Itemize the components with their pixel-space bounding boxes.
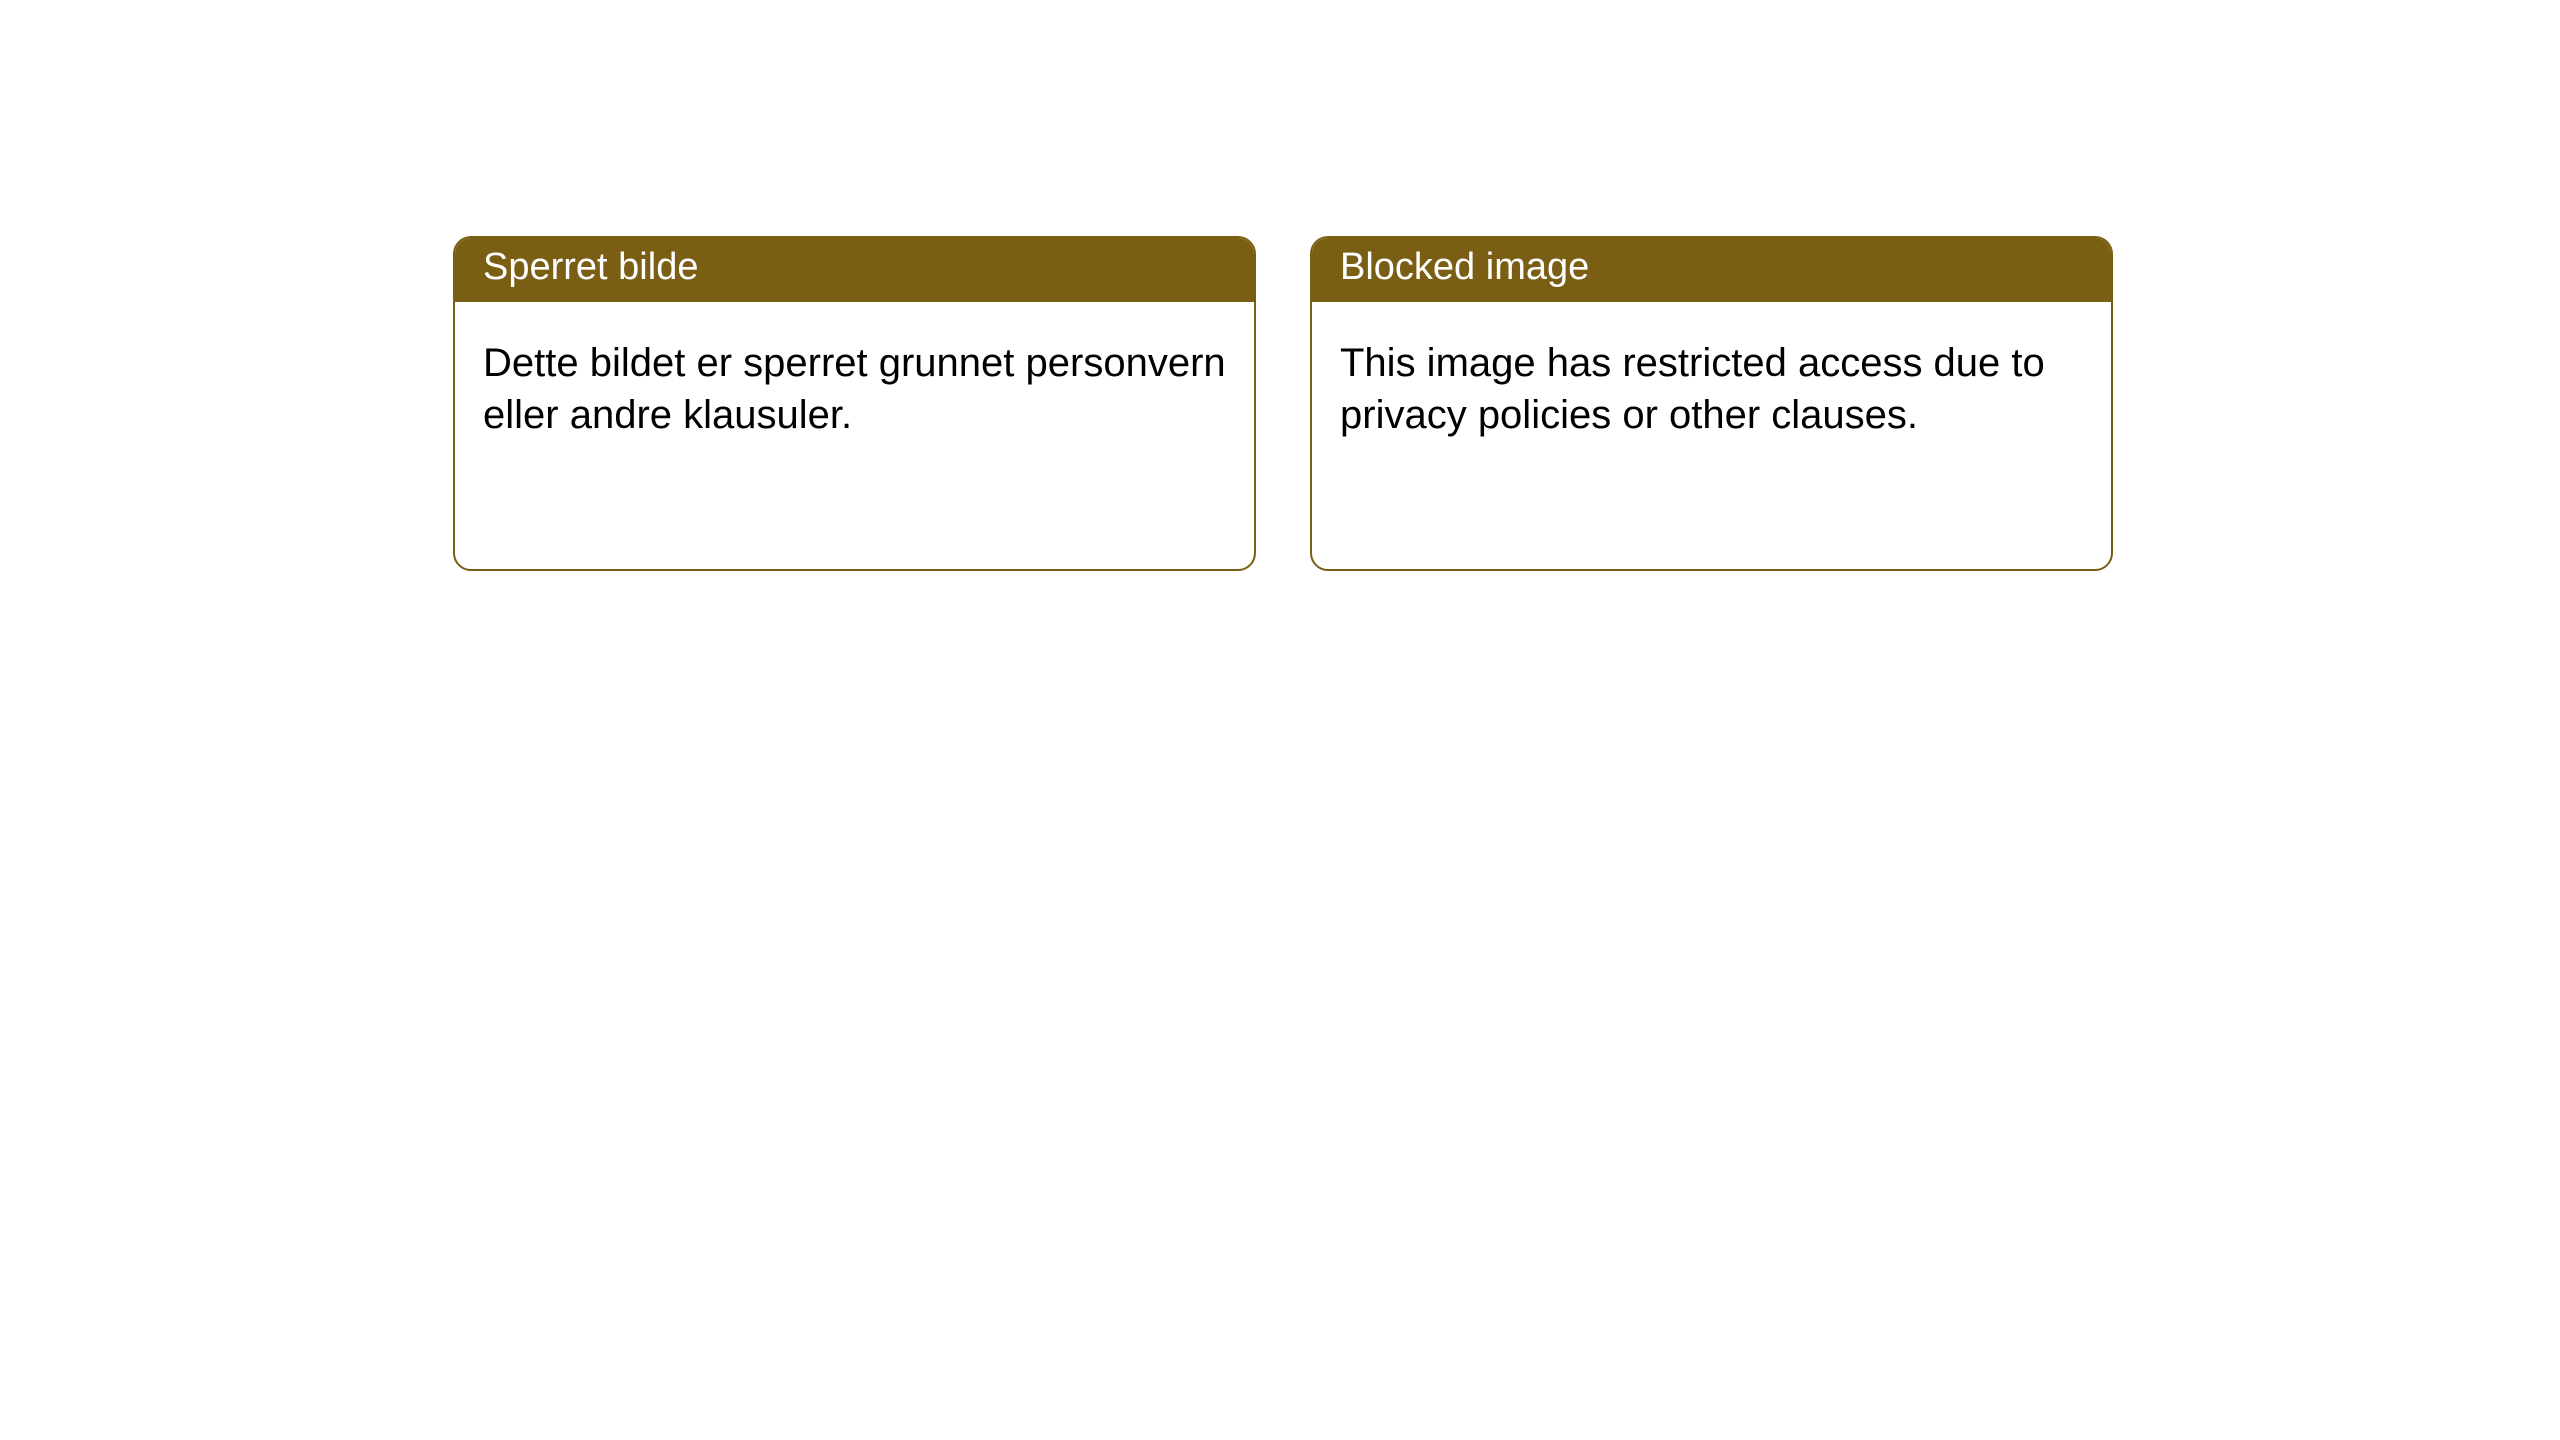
notice-card-norwegian: Sperret bilde Dette bildet er sperret gr…	[453, 236, 1256, 571]
notice-body: This image has restricted access due to …	[1312, 302, 2111, 469]
notice-header: Sperret bilde	[455, 238, 1254, 302]
notice-header: Blocked image	[1312, 238, 2111, 302]
notice-body: Dette bildet er sperret grunnet personve…	[455, 302, 1254, 469]
notices-container: Sperret bilde Dette bildet er sperret gr…	[0, 0, 2560, 571]
notice-card-english: Blocked image This image has restricted …	[1310, 236, 2113, 571]
